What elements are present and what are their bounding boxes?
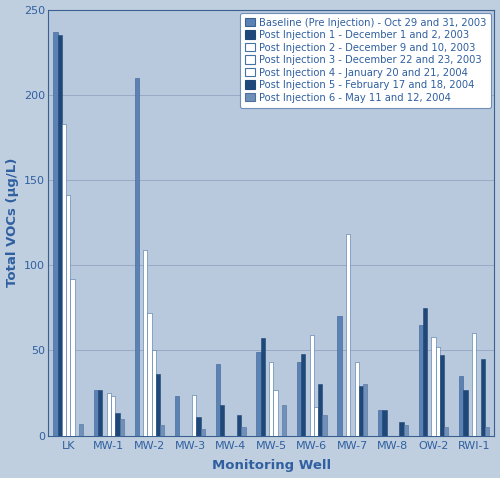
Bar bbox=[480, 359, 485, 435]
Bar bbox=[359, 386, 363, 435]
Bar bbox=[107, 393, 111, 435]
Bar bbox=[160, 425, 164, 435]
Legend: Baseline (Pre Injection) - Oct 29 and 31, 2003, Post Injection 1 - December 1 an: Baseline (Pre Injection) - Oct 29 and 31… bbox=[240, 12, 492, 108]
Bar bbox=[436, 347, 440, 435]
Bar bbox=[192, 395, 196, 435]
Bar bbox=[318, 384, 322, 435]
Bar bbox=[301, 354, 306, 435]
Bar bbox=[220, 405, 224, 435]
Bar bbox=[472, 333, 476, 435]
Bar bbox=[418, 325, 423, 435]
Bar bbox=[98, 390, 102, 435]
Bar bbox=[485, 427, 489, 435]
Bar bbox=[116, 413, 119, 435]
Bar bbox=[274, 390, 278, 435]
Bar bbox=[200, 429, 205, 435]
Bar bbox=[62, 124, 66, 435]
Bar bbox=[175, 396, 180, 435]
Bar bbox=[120, 419, 124, 435]
Bar bbox=[269, 362, 274, 435]
Bar bbox=[260, 338, 265, 435]
X-axis label: Monitoring Well: Monitoring Well bbox=[212, 459, 331, 472]
Bar bbox=[196, 417, 200, 435]
Bar bbox=[459, 376, 464, 435]
Bar bbox=[143, 250, 148, 435]
Bar bbox=[440, 356, 444, 435]
Bar bbox=[322, 415, 326, 435]
Bar bbox=[346, 235, 350, 435]
Bar bbox=[111, 396, 116, 435]
Bar bbox=[423, 308, 427, 435]
Bar bbox=[400, 422, 404, 435]
Bar bbox=[242, 427, 246, 435]
Bar bbox=[256, 352, 260, 435]
Bar bbox=[444, 427, 448, 435]
Bar bbox=[282, 405, 286, 435]
Bar bbox=[66, 196, 70, 435]
Bar bbox=[404, 425, 408, 435]
Bar bbox=[70, 279, 74, 435]
Bar bbox=[54, 32, 58, 435]
Bar bbox=[378, 410, 382, 435]
Bar bbox=[354, 362, 359, 435]
Bar bbox=[148, 313, 152, 435]
Bar bbox=[134, 78, 139, 435]
Bar bbox=[464, 390, 468, 435]
Bar bbox=[58, 35, 62, 435]
Bar bbox=[216, 364, 220, 435]
Bar bbox=[314, 407, 318, 435]
Bar bbox=[79, 424, 83, 435]
Bar bbox=[94, 390, 98, 435]
Bar bbox=[152, 350, 156, 435]
Bar bbox=[156, 374, 160, 435]
Bar bbox=[382, 410, 386, 435]
Bar bbox=[363, 384, 368, 435]
Bar bbox=[310, 335, 314, 435]
Bar bbox=[338, 316, 342, 435]
Bar bbox=[237, 415, 242, 435]
Bar bbox=[432, 337, 436, 435]
Bar bbox=[297, 362, 301, 435]
Y-axis label: Total VOCs (μg/L): Total VOCs (μg/L) bbox=[6, 158, 18, 287]
